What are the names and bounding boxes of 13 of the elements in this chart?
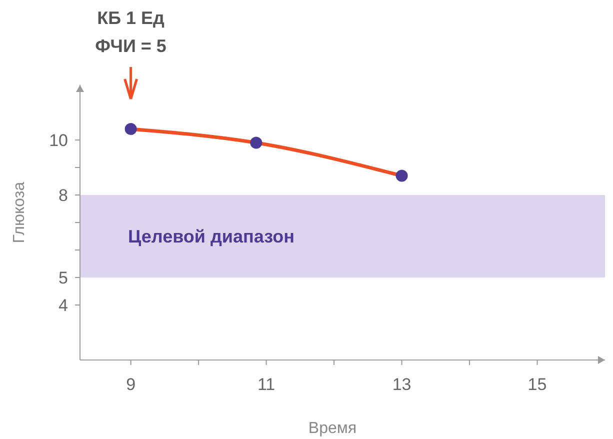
x-tick-label: 13 bbox=[392, 375, 412, 394]
text: ФЧИ = 5 bbox=[95, 36, 166, 56]
x-axis-title: Время bbox=[308, 420, 357, 437]
x-tick-label: 9 bbox=[126, 375, 136, 394]
y-tick-label: 8 bbox=[58, 186, 68, 205]
x-tick-label: 15 bbox=[528, 375, 547, 394]
band-label: Целевой диапазон bbox=[128, 226, 294, 246]
x-tick-label: 11 bbox=[257, 375, 276, 394]
y-tick-label: 4 bbox=[58, 296, 68, 315]
text: КБ 1 Ед bbox=[97, 8, 166, 28]
y-axis-title: Глюкоза bbox=[11, 182, 28, 244]
y-tick-label: 5 bbox=[58, 268, 68, 288]
y-tick-label: 10 bbox=[49, 131, 68, 150]
